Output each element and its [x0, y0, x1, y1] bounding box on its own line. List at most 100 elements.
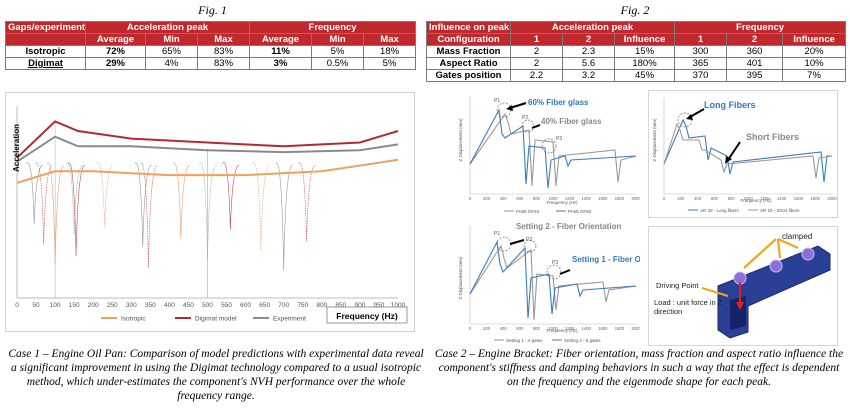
x-tick-label: 1400: [582, 326, 592, 331]
fig2-header-acceleration: Acceleration peak: [509, 21, 676, 34]
x-tick-label: 800: [316, 302, 327, 309]
annotation-label: 40% Fiber glass: [541, 117, 602, 126]
peak-marker: [677, 112, 693, 128]
x-tick-label: 1000: [743, 196, 753, 201]
fig2-subheader: Influence: [613, 33, 676, 46]
x-tick-label: 0: [15, 302, 19, 309]
x-axis-label: Frequency (Hz): [546, 328, 578, 333]
peak-marker: [521, 119, 535, 133]
fig2-subheader: Configuration: [426, 33, 511, 46]
x-tick-label: 2000: [827, 196, 837, 201]
trace-spike: [35, 162, 53, 245]
fig1-subheader: [5, 33, 86, 46]
peak-label: P3: [552, 260, 558, 266]
fig1-header-gaps: Gaps/experiment: [5, 21, 86, 34]
load-arrow-head: [736, 302, 744, 310]
table-cell: 4%: [145, 57, 198, 70]
x-tick-label: 0: [663, 196, 666, 201]
table-cell: 3.2: [562, 69, 615, 82]
table-row: Aspect Ratio 2 5.6 180% 365 401 10%: [426, 57, 847, 70]
row-label: Aspect Ratio: [426, 57, 511, 70]
x-tick-label: 600: [516, 196, 524, 201]
x-tick-label: 550: [221, 302, 232, 309]
x-tick-label: 500: [202, 302, 213, 309]
x-tick-label: 800: [533, 196, 541, 201]
legend-label: Experiment: [273, 316, 306, 323]
x-tick-label: 200: [88, 302, 99, 309]
x-tick-label: 100: [50, 302, 61, 309]
fig2-subheader: Influence: [782, 33, 847, 46]
x-tick-label: 1000: [391, 302, 406, 309]
annotation-arrow: [689, 108, 705, 118]
x-tick-label: 400: [500, 326, 508, 331]
annotation-arrow-head: [506, 105, 513, 111]
table-cell: 2: [510, 45, 563, 58]
table-cell: 370: [674, 69, 728, 82]
annotation-label: Long Fibers: [704, 100, 756, 110]
x-tick-label: 1000: [548, 326, 558, 331]
x-tick-label: 200: [483, 196, 491, 201]
x-tick-label: 350: [145, 302, 156, 309]
annotation-label: Setting 2 - Fiber Orientation: [516, 222, 621, 231]
series-line: [469, 112, 637, 187]
table-cell: 365: [674, 57, 728, 70]
table-row: Gates position 2.2 3.2 45% 370 395 7%: [426, 69, 847, 82]
peak-marker: [541, 138, 557, 154]
x-tick-label: 850: [335, 302, 346, 309]
y-axis-label: Z Displacement (mm): [652, 118, 657, 162]
table-cell: 65%: [145, 45, 198, 58]
x-tick-label: 750: [297, 302, 308, 309]
table-cell: 360: [726, 45, 784, 58]
x-tick-label: 300: [126, 302, 137, 309]
peak-marker: [523, 239, 537, 253]
trace-spike: [67, 162, 86, 257]
x-tick-label: 800: [533, 326, 541, 331]
series-line: [663, 118, 832, 183]
x-axis-label: Frequency (Hz): [546, 200, 578, 205]
fig1-title: Fig. 1: [198, 3, 227, 17]
annotation-label: 60% Fiber glass: [528, 98, 589, 107]
legend-label: AR 40 - Long fibers: [700, 208, 740, 213]
clamp-hole: [801, 247, 815, 261]
table-row: Digimat 29% 4% 83% 3% 0.5% 5%: [5, 57, 417, 70]
table-cell: 395: [726, 69, 784, 82]
table-cell: 11%: [249, 45, 313, 58]
peak-label: P2: [526, 237, 532, 243]
table-cell: 2: [510, 57, 563, 70]
driving-point-arrow: [701, 286, 729, 298]
x-tick-label: 200: [677, 196, 685, 201]
trace-spike: [222, 162, 240, 230]
table-cell: 5.6: [562, 57, 615, 70]
clamp-arrow: [743, 238, 777, 269]
fig1-header-acceleration: Acceleration peak: [84, 21, 251, 34]
peak-label: P1: [494, 231, 500, 237]
fig1-subheader: Average: [85, 33, 146, 46]
x-tick-label: 2000: [631, 326, 640, 331]
x-tick-label: 150: [69, 302, 80, 309]
series-line: [469, 240, 637, 319]
peak-label: P2: [522, 115, 528, 121]
series-line: [16, 158, 399, 184]
x-tick-label: 1800: [615, 326, 625, 331]
x-tick-label: 900: [354, 302, 365, 309]
table-cell: 7%: [782, 69, 847, 82]
x-axis-label: Frequency (Hz): [740, 198, 772, 203]
series-line: [469, 108, 637, 189]
oil-pan-chart: 0 50 100 150 200 250 300 350 400 450 500 550 600 650 7…: [5, 92, 415, 332]
annotation-arrow: [531, 124, 541, 129]
table-cell: 0.5%: [311, 57, 365, 70]
x-tick-label: 600: [711, 196, 719, 201]
table-row: Isotropic 72% 65% 83% 11% 5% 18%: [5, 45, 417, 58]
series-line: [16, 135, 399, 163]
table-cell: 20%: [782, 45, 847, 58]
fig1-subheader: Max: [196, 33, 251, 46]
x-tick-label: 50: [32, 302, 40, 309]
legend-label: AR 15 - Short fibers: [760, 208, 800, 213]
series-line: [16, 120, 399, 159]
peak-marker: [546, 264, 562, 280]
table-cell: 18%: [363, 45, 417, 58]
row-label: Gates position: [426, 69, 511, 82]
peak-label: P1: [494, 98, 500, 104]
fig2-header-influence: Influence on peak 1: [426, 21, 511, 34]
x-tick-label: 250: [107, 302, 118, 309]
